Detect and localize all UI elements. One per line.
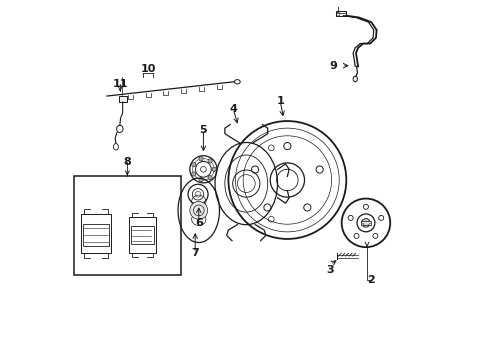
Circle shape <box>199 177 203 182</box>
Text: 10: 10 <box>140 64 155 73</box>
Circle shape <box>189 202 207 219</box>
Text: 1: 1 <box>276 96 284 107</box>
Bar <box>82 225 109 246</box>
Text: 5: 5 <box>199 125 207 135</box>
Circle shape <box>191 172 196 176</box>
Bar <box>131 226 154 244</box>
Text: 9: 9 <box>328 61 336 71</box>
Text: 11: 11 <box>112 78 128 89</box>
Text: 4: 4 <box>229 104 237 113</box>
Circle shape <box>212 167 216 171</box>
Bar <box>81 214 111 253</box>
Bar <box>360 221 370 225</box>
Text: 3: 3 <box>326 265 333 275</box>
Circle shape <box>207 159 212 163</box>
Circle shape <box>199 157 203 161</box>
Circle shape <box>207 176 212 180</box>
Text: 6: 6 <box>194 218 203 228</box>
Bar <box>129 217 156 253</box>
Text: 2: 2 <box>366 275 374 285</box>
Text: 7: 7 <box>191 248 199 258</box>
Text: 8: 8 <box>123 157 131 167</box>
Circle shape <box>191 162 196 167</box>
Bar <box>119 96 126 102</box>
Bar <box>335 11 346 16</box>
Bar <box>74 176 181 275</box>
